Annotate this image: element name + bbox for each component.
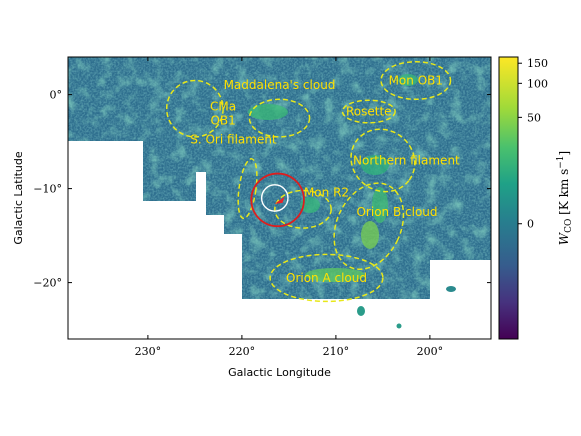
marker bbox=[274, 196, 285, 204]
colorbar-tick-label-2: 50 bbox=[527, 111, 541, 124]
region-label-8-0: Orion A cloud bbox=[286, 271, 367, 285]
region-label-5-0: Northern filament bbox=[353, 153, 460, 167]
region-label-3-0: Mon OB1 bbox=[389, 74, 443, 88]
bright-emission bbox=[248, 74, 418, 282]
colorbar-label: WCO [K km s−1] bbox=[556, 151, 574, 245]
region-label-1-0: Maddalena's cloud bbox=[224, 78, 336, 92]
co-map bbox=[68, 57, 491, 329]
target-circle-0 bbox=[250, 172, 305, 228]
colorbar: 150 100 50 0 WCO [K km s−1] bbox=[498, 56, 574, 340]
y-axis-label: Galactic Latitude bbox=[12, 151, 25, 245]
region-ellipse-4 bbox=[237, 158, 258, 220]
region-ellipse-7 bbox=[333, 182, 405, 271]
region-label-2-0: Rosette bbox=[346, 105, 392, 119]
region-ellipse-3 bbox=[380, 60, 452, 101]
colorbar-tick-label-1: 100 bbox=[527, 77, 548, 90]
x-tick-label-2: 210° bbox=[323, 345, 350, 358]
region-label-7-0: Orion B cloud bbox=[356, 205, 437, 219]
region-ellipse-5 bbox=[350, 128, 416, 193]
colorbar-tick-label-3: 0 bbox=[527, 218, 534, 231]
region-label-4-0: S. Ori filament bbox=[190, 133, 277, 147]
target-circle-1 bbox=[260, 184, 289, 212]
region-label-0-0: CMa bbox=[210, 99, 236, 113]
plot-frame bbox=[67, 56, 492, 340]
y-axis-ticks: 0° −10° −20° bbox=[33, 89, 491, 290]
region-label-0-1: OB1 bbox=[210, 113, 235, 127]
region-ellipse-6 bbox=[274, 189, 332, 229]
x-tick-label-3: 200° bbox=[417, 345, 444, 358]
y-tick-label-2: −20° bbox=[33, 277, 62, 290]
y-tick-label-0: 0° bbox=[50, 89, 63, 102]
region-label-6-0: Mon R2 bbox=[304, 185, 349, 199]
target-circles bbox=[250, 172, 305, 228]
region-ellipse-0 bbox=[165, 79, 224, 138]
colorbar-tick-label-0: 150 bbox=[527, 57, 548, 70]
region-ellipse-8 bbox=[269, 253, 384, 303]
y-tick-label-1: −10° bbox=[33, 183, 62, 196]
x-tick-label-0: 230° bbox=[135, 345, 162, 358]
region-ellipse-1 bbox=[248, 98, 311, 138]
x-tick-label-1: 220° bbox=[229, 345, 256, 358]
region-ellipses bbox=[165, 60, 452, 303]
x-axis-ticks: 230° 220° 210° 200° bbox=[135, 57, 444, 358]
region-ellipse-2 bbox=[341, 99, 396, 124]
small-clumps bbox=[357, 286, 456, 329]
x-axis-label: Galactic Longitude bbox=[228, 366, 331, 379]
colorbar-ticks: 150 100 50 0 bbox=[518, 57, 548, 231]
colorbar-gradient bbox=[498, 56, 519, 340]
